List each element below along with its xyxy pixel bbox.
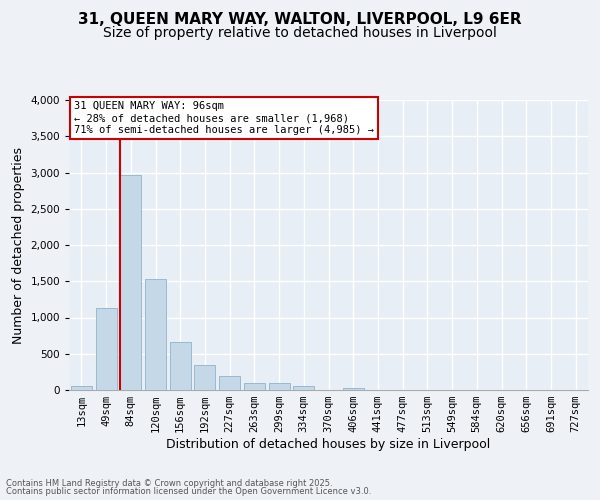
Bar [71,386,92,390]
Text: 31 QUEEN MARY WAY: 96sqm
← 28% of detached houses are smaller (1,968)
71% of sem: 31 QUEEN MARY WAY: 96sqm ← 28% of detach… [74,102,374,134]
Bar [343,388,364,390]
Bar [194,366,215,390]
Text: Size of property relative to detached houses in Liverpool: Size of property relative to detached ho… [103,26,497,40]
Bar [219,376,240,390]
Text: Contains public sector information licensed under the Open Government Licence v3: Contains public sector information licen… [6,487,371,496]
Bar [170,342,191,390]
Bar [120,174,141,390]
X-axis label: Distribution of detached houses by size in Liverpool: Distribution of detached houses by size … [166,438,491,451]
Y-axis label: Number of detached properties: Number of detached properties [12,146,25,344]
Bar [145,279,166,390]
Bar [269,384,290,390]
Text: Contains HM Land Registry data © Crown copyright and database right 2025.: Contains HM Land Registry data © Crown c… [6,478,332,488]
Bar [95,308,116,390]
Text: 31, QUEEN MARY WAY, WALTON, LIVERPOOL, L9 6ER: 31, QUEEN MARY WAY, WALTON, LIVERPOOL, L… [78,12,522,28]
Bar [244,384,265,390]
Bar [293,386,314,390]
